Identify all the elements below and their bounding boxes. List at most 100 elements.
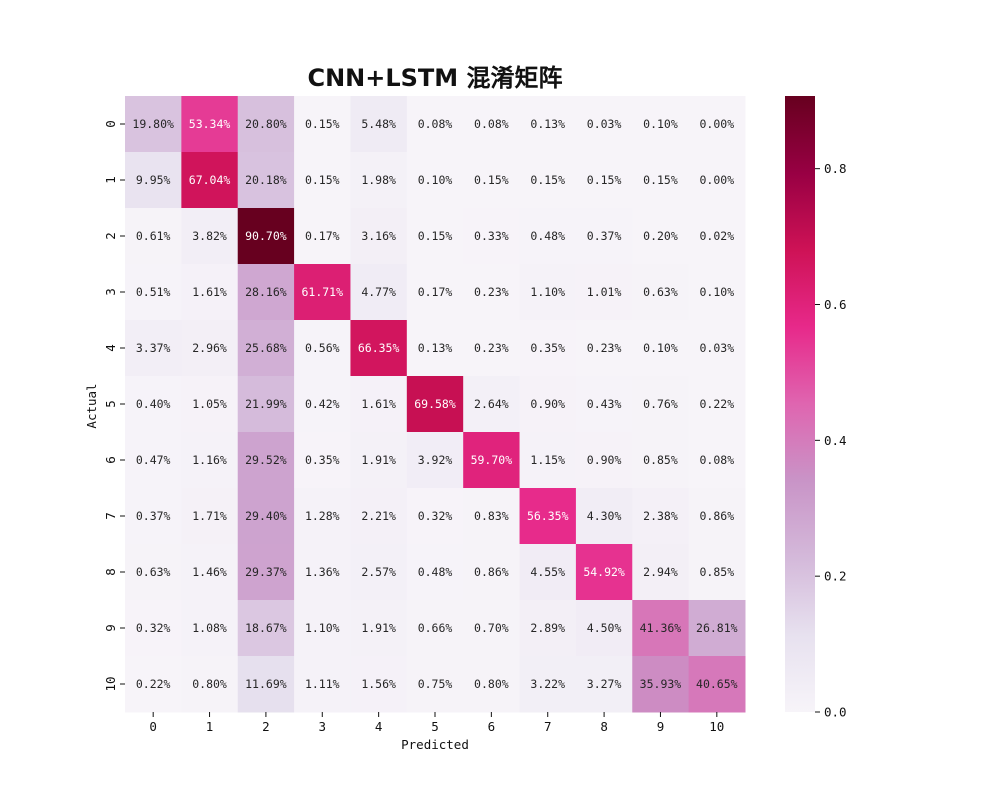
cell-value-label: 53.34% <box>189 117 231 131</box>
heatmap-cell <box>181 488 239 545</box>
heatmap-cell <box>463 600 521 657</box>
cell-value-label: 1.01% <box>587 285 622 299</box>
cell-value-label: 0.35% <box>530 341 565 355</box>
cell-value-label: 0.15% <box>418 229 453 243</box>
heatmap-cell <box>181 96 239 153</box>
heatmap-cell <box>463 488 521 545</box>
heatmap-cell <box>181 152 239 209</box>
heatmap-cell <box>632 208 690 265</box>
cell-value-label: 0.32% <box>136 621 171 635</box>
cell-value-label: 3.16% <box>361 229 396 243</box>
colorbar-tick-label: 0.4 <box>824 433 847 448</box>
x-tick-label: 7 <box>544 719 552 734</box>
cell-value-label: 0.76% <box>643 397 678 411</box>
heatmap-cell <box>125 152 182 209</box>
heatmap-cell <box>125 320 182 377</box>
y-tick-label: 6 <box>103 456 118 464</box>
cell-value-label: 0.22% <box>700 397 735 411</box>
cell-value-label: 2.89% <box>530 621 565 635</box>
heatmap-cell <box>350 96 408 153</box>
heatmap-cell <box>406 488 464 545</box>
cell-value-label: 67.04% <box>189 173 231 187</box>
cell-value-label: 1.61% <box>361 397 396 411</box>
heatmap-cell <box>181 376 239 433</box>
heatmap-cell <box>519 208 577 265</box>
cell-value-label: 3.92% <box>418 453 453 467</box>
cell-value-label: 3.37% <box>136 341 171 355</box>
heatmap-cell <box>294 488 351 545</box>
heatmap-cell <box>294 152 351 209</box>
cell-value-label: 0.33% <box>474 229 509 243</box>
cell-value-label: 0.10% <box>643 341 678 355</box>
heatmap-cell <box>181 544 239 601</box>
cell-value-label: 2.57% <box>361 565 396 579</box>
x-axis-title: Predicted <box>401 737 469 752</box>
heatmap-cell <box>688 600 746 657</box>
y-axis: 0 1 2 3 4 5 6 7 8 9 10 <box>103 120 125 692</box>
cell-value-label: 0.37% <box>587 229 622 243</box>
cell-value-label: 0.20% <box>643 229 678 243</box>
heatmap-cell <box>632 544 690 601</box>
cell-value-label: 1.10% <box>530 285 565 299</box>
heatmap-cell <box>463 152 521 209</box>
cell-value-label: 1.15% <box>530 453 565 467</box>
cell-value-label: 1.98% <box>361 173 396 187</box>
cell-value-label: 0.42% <box>305 397 340 411</box>
heatmap-cell <box>406 208 464 265</box>
heatmap-cell <box>688 264 746 321</box>
heatmap-cell <box>519 600 577 657</box>
heatmap-cell <box>125 600 182 657</box>
heatmap-cell <box>688 656 746 713</box>
cell-value-label: 0.48% <box>418 565 453 579</box>
cell-value-label: 1.05% <box>192 397 227 411</box>
y-tick-label: 10 <box>103 676 118 691</box>
cell-value-label: 0.10% <box>418 173 453 187</box>
cell-value-label: 0.80% <box>474 677 509 691</box>
cell-value-label: 25.68% <box>245 341 287 355</box>
colorbar-tick-label: 0.6 <box>824 297 847 312</box>
cell-value-label: 11.69% <box>245 677 287 691</box>
cell-value-label: 5.48% <box>361 117 396 131</box>
colorbar-gradient <box>785 96 815 712</box>
heatmap-cell <box>688 488 746 545</box>
heatmap-cell <box>575 544 633 601</box>
heatmap-cell <box>632 656 690 713</box>
heatmap-cell <box>181 264 239 321</box>
cell-value-label: 20.18% <box>245 173 287 187</box>
cell-value-label: 0.40% <box>136 397 171 411</box>
cell-value-label: 2.38% <box>643 509 678 523</box>
cell-value-label: 1.91% <box>361 621 396 635</box>
cell-value-label: 4.50% <box>587 621 622 635</box>
cell-value-label: 0.10% <box>700 285 735 299</box>
heatmap-cell <box>237 376 295 433</box>
x-tick-label: 9 <box>657 719 665 734</box>
heatmap-cell <box>294 544 351 601</box>
cell-value-label: 1.36% <box>305 565 340 579</box>
heatmap-cell <box>575 488 633 545</box>
cell-value-label: 1.11% <box>305 677 340 691</box>
cell-value-label: 0.15% <box>305 117 340 131</box>
cell-value-label: 1.61% <box>192 285 227 299</box>
chart-title: CNN+LSTM 混淆矩阵 <box>307 64 562 92</box>
heatmap-cell <box>350 264 408 321</box>
cell-value-label: 0.51% <box>136 285 171 299</box>
cell-value-label: 0.83% <box>474 509 509 523</box>
heatmap-cell <box>519 544 577 601</box>
cell-value-label: 0.90% <box>530 397 565 411</box>
y-tick-label: 4 <box>103 344 118 352</box>
cell-value-label: 0.23% <box>587 341 622 355</box>
heatmap-cell <box>350 432 408 489</box>
cell-value-label: 0.90% <box>587 453 622 467</box>
cell-value-label: 19.80% <box>132 117 174 131</box>
cell-value-label: 0.80% <box>192 677 227 691</box>
heatmap-cell <box>350 656 408 713</box>
cell-value-label: 29.40% <box>245 509 287 523</box>
cell-value-label: 20.80% <box>245 117 287 131</box>
heatmap-cell <box>294 376 351 433</box>
heatmap-cell <box>294 656 351 713</box>
heatmap-cell <box>463 320 521 377</box>
cell-value-label: 0.13% <box>530 117 565 131</box>
cell-value-label: 0.10% <box>643 117 678 131</box>
heatmap-cell <box>632 152 690 209</box>
heatmap-cell <box>519 152 577 209</box>
